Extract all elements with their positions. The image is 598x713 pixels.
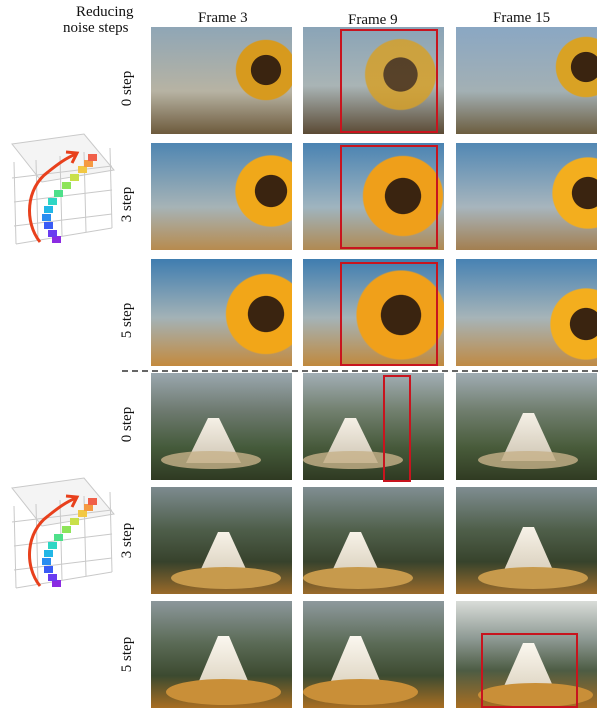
column-header-frame-3: Frame 3 xyxy=(198,10,248,26)
row-label-sunflower-0: 0 step xyxy=(119,70,136,107)
image-sunflower-0step-frame15 xyxy=(456,27,597,134)
camera-trajectory-icon xyxy=(11,133,115,245)
image-temple-3step-frame15 xyxy=(456,487,597,594)
row-label-temple-0: 0 step xyxy=(119,406,136,443)
corner-label: Reducing noise steps xyxy=(63,4,134,36)
row-label-sunflower-5: 5 step xyxy=(119,302,136,339)
row-label-temple-5: 5 step xyxy=(119,636,136,673)
image-temple-5step-frame15 xyxy=(456,601,597,708)
image-temple-0step-frame9 xyxy=(303,373,444,480)
image-temple-0step-frame3 xyxy=(151,373,292,480)
image-sunflower-3step-frame3 xyxy=(151,143,292,250)
image-sunflower-0step-frame3 xyxy=(151,27,292,134)
highlight-box xyxy=(340,145,438,249)
group-divider xyxy=(122,370,598,372)
highlight-box xyxy=(340,29,438,133)
column-header-frame-9: Frame 9 xyxy=(348,12,398,28)
image-temple-5step-frame9 xyxy=(303,601,444,708)
corner-label-line1: Reducing xyxy=(76,4,134,20)
image-sunflower-0step-frame9 xyxy=(303,27,444,134)
image-temple-0step-frame15 xyxy=(456,373,597,480)
image-sunflower-5step-frame9 xyxy=(303,259,444,366)
highlight-box xyxy=(481,633,578,708)
image-temple-3step-frame3 xyxy=(151,487,292,594)
row-label-sunflower-3: 3 step xyxy=(119,186,136,223)
image-sunflower-5step-frame15 xyxy=(456,259,597,366)
highlight-box xyxy=(383,375,411,482)
image-sunflower-5step-frame3 xyxy=(151,259,292,366)
highlight-box xyxy=(340,262,438,366)
image-sunflower-3step-frame9 xyxy=(303,143,444,250)
image-temple-5step-frame3 xyxy=(151,601,292,708)
column-header-frame-15: Frame 15 xyxy=(493,10,551,26)
camera-trajectory-icon xyxy=(11,477,115,589)
corner-label-line2: noise steps xyxy=(63,20,129,36)
image-sunflower-3step-frame15 xyxy=(456,143,597,250)
row-label-temple-3: 3 step xyxy=(119,522,136,559)
image-temple-3step-frame9 xyxy=(303,487,444,594)
